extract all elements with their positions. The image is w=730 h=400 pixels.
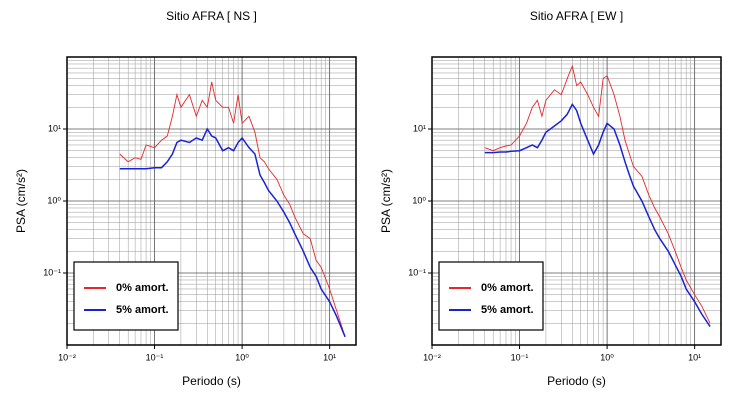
series-line bbox=[119, 81, 346, 337]
x-tick-label: 10¹ bbox=[688, 352, 701, 362]
y-tick-label: 10⁰ bbox=[412, 195, 426, 205]
panel: Sitio AFRA [ EW ] 10⁻² 10⁻¹ 10⁰ 10¹ 10⁻¹ 10⁰ 10… bbox=[379, 9, 722, 388]
y-axis-label: PSA (cm/s²) bbox=[379, 169, 393, 233]
chart-title: Sitio AFRA [ EW ] bbox=[530, 9, 623, 23]
plot-frame bbox=[66, 56, 357, 346]
legend-label: 0% amort. bbox=[116, 282, 169, 294]
y-axis-label: PSA (cm/s²) bbox=[14, 169, 28, 233]
legend-label: 0% amort. bbox=[481, 282, 534, 294]
series-line bbox=[484, 64, 711, 324]
x-tick-label: 10⁰ bbox=[600, 352, 614, 362]
y-tick-label: 10⁰ bbox=[47, 195, 61, 205]
legend-box bbox=[438, 261, 544, 331]
legend-label: 5% amort. bbox=[116, 304, 169, 316]
panel: Sitio AFRA [ NS ] 10⁻² 10⁻¹ 10⁰ 10¹ 10⁻¹ 10⁰ 10… bbox=[14, 9, 357, 388]
x-tick-label: 10¹ bbox=[323, 352, 336, 362]
x-axis-label: Periodo (s) bbox=[547, 374, 606, 388]
series-line bbox=[484, 102, 711, 328]
x-tick-label: 10⁻² bbox=[423, 352, 441, 362]
legend-label: 5% amort. bbox=[481, 304, 534, 316]
y-tick-label: 10¹ bbox=[48, 123, 61, 133]
y-tick-label: 10⁻¹ bbox=[408, 267, 426, 277]
x-tick-label: 10⁰ bbox=[235, 352, 249, 362]
x-tick-label: 10⁻¹ bbox=[146, 352, 164, 362]
y-tick-label: 10¹ bbox=[413, 123, 426, 133]
legend-box bbox=[73, 261, 179, 331]
x-tick-label: 10⁻² bbox=[58, 352, 76, 362]
y-tick-label: 10⁻¹ bbox=[43, 267, 61, 277]
x-axis-label: Periodo (s) bbox=[182, 374, 241, 388]
series-line bbox=[119, 127, 346, 338]
x-tick-label: 10⁻¹ bbox=[511, 352, 529, 362]
plot-frame bbox=[431, 56, 722, 346]
chart-title: Sitio AFRA [ NS ] bbox=[166, 9, 257, 23]
